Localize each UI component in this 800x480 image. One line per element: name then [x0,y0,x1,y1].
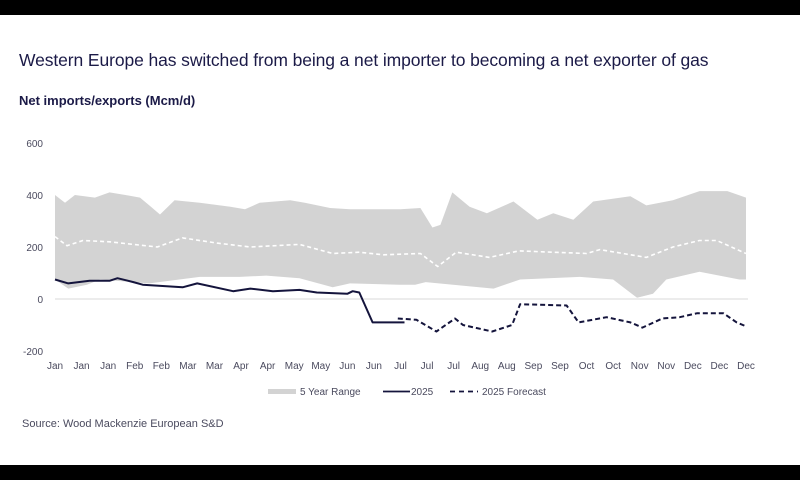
top-letterbox [0,0,800,15]
x-tick-label: Dec [684,361,702,372]
legend-label: 2025 [411,387,434,398]
x-tick-label: Apr [260,361,276,372]
y-tick-label: 0 [37,295,43,306]
legend: 5 Year Range 2025 2025 Forecast [268,387,546,398]
x-tick-label: Jul [447,361,460,372]
x-tick-label: Sep [551,361,569,372]
x-tick-label: Sep [524,361,542,372]
x-tick-label: Jan [100,361,116,372]
x-tick-label: Mar [206,361,224,372]
y-tick-label: 600 [26,139,43,150]
legend-label: 5 Year Range [300,387,361,398]
y-tick-label: -200 [23,347,43,358]
series-line-5-year-average [54,235,747,268]
x-tick-label: Jun [366,361,382,372]
x-tick-label: Jul [421,361,434,372]
series-line-2025 [54,277,405,324]
x-tick-label: Nov [631,361,649,372]
y-tick-label: 400 [26,191,43,202]
series-line-2025-forecast [397,303,747,333]
legend-label: 2025 Forecast [482,387,546,398]
x-tick-label: Jun [339,361,355,372]
x-tick-label: Feb [126,361,144,372]
x-tick-label: Oct [605,361,621,372]
x-tick-label: Oct [579,361,595,372]
x-tick-label: Dec [737,361,755,372]
source-note: Source: Wood Mackenzie European S&D [22,418,224,430]
chart-title: Western Europe has switched from being a… [19,50,709,70]
five-year-range-band [55,191,746,298]
x-tick-label: Jul [394,361,407,372]
x-tick-label: Jan [47,361,63,372]
x-tick-label: Dec [711,361,729,372]
x-tick-label: Aug [498,361,516,372]
x-tick-label: Aug [471,361,489,372]
x-tick-label: Feb [153,361,171,372]
x-tick-label: Jan [74,361,90,372]
bottom-letterbox [0,465,800,480]
y-tick-label: 200 [26,243,43,254]
x-tick-label: Apr [233,361,249,372]
x-tick-label: May [311,361,330,372]
x-tick-label: Nov [657,361,675,372]
legend-swatch-range [268,389,296,394]
y-axis-label: Net imports/exports (Mcm/d) [19,93,196,108]
x-tick-label: May [285,361,304,372]
x-tick-label: Mar [179,361,197,372]
